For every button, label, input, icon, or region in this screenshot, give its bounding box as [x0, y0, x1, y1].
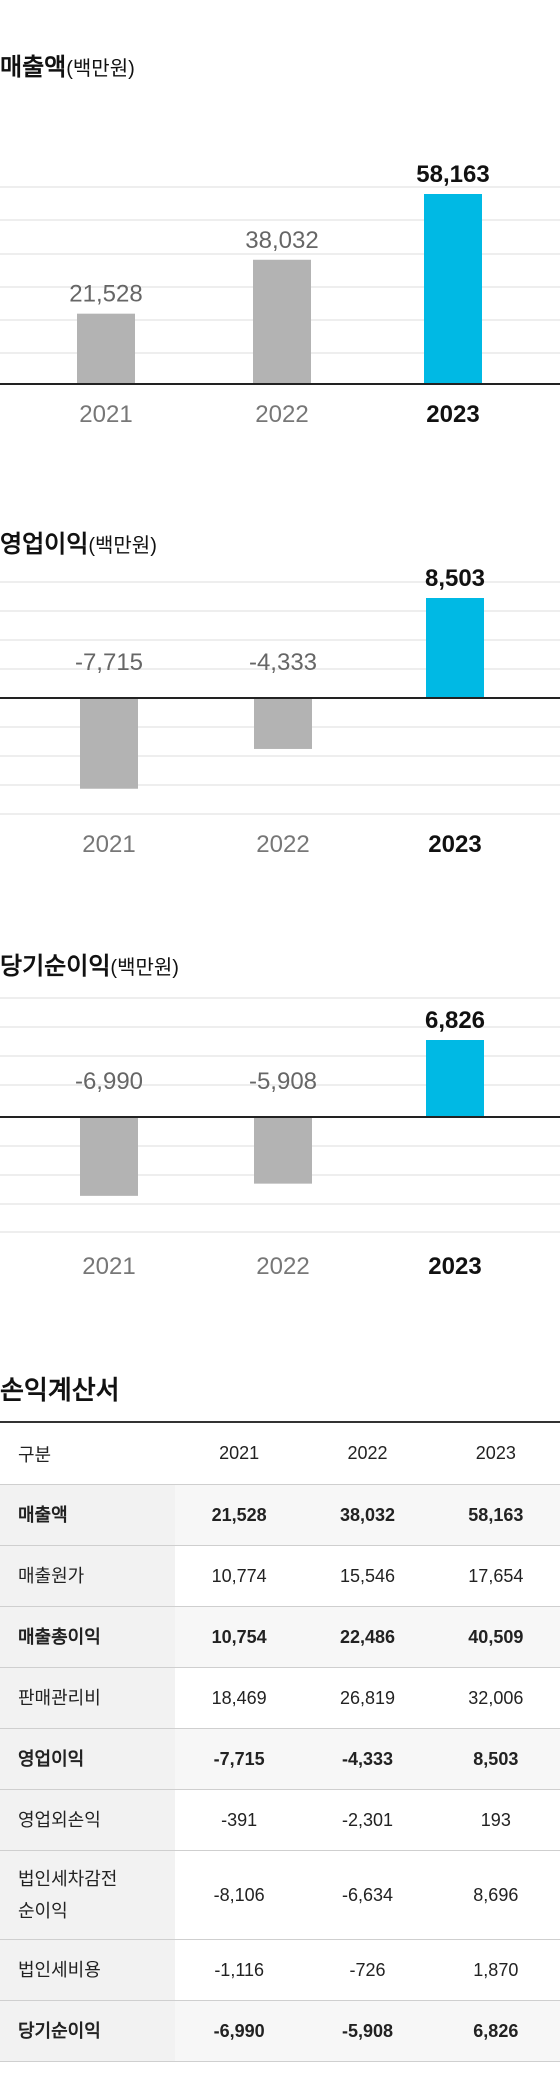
value-label-2023: 58,163: [416, 161, 489, 188]
row-value: -6,990: [175, 2000, 304, 2062]
header-2021: 2021: [175, 1422, 304, 1485]
table-header-row: 구분 2021 2022 2023: [0, 1422, 560, 1485]
income-statement-title: 손익계산서: [0, 1375, 120, 1405]
row-label: 영업외손익: [0, 1789, 175, 1851]
bar-2022: [254, 698, 312, 749]
row-value: 10,774: [175, 1545, 304, 1607]
header-2023: 2023: [431, 1422, 560, 1485]
table-row: 법인세차감전 순이익 -8,106 -6,634 8,696: [0, 1850, 560, 1940]
table-row: 영업외손익 -391 -2,301 193: [0, 1789, 560, 1851]
op-title-unit: (백만원): [88, 535, 157, 557]
row-value: -5,908: [303, 2000, 432, 2062]
row-label: 당기순이익: [0, 2000, 175, 2062]
row-value: 1,870: [431, 1939, 560, 2001]
row-label: 매출액: [0, 1484, 175, 1546]
row-value: -726: [303, 1939, 432, 2001]
row-value: -391: [175, 1789, 304, 1851]
row-value: -1,116: [175, 1939, 304, 2001]
bar-2022: [254, 1117, 312, 1184]
bar-2023: [426, 598, 484, 698]
row-value: 58,163: [431, 1484, 560, 1546]
op-title-text: 영업이익: [0, 531, 89, 558]
revenue-title-text: 매출액: [0, 54, 67, 81]
bar-2021: [80, 1117, 138, 1196]
row-value: -6,634: [303, 1850, 432, 1940]
income-statement-table: 구분 2021 2022 2023 매출액 21,528 38,032 58,1…: [0, 1421, 560, 2062]
row-value: 8,503: [431, 1728, 560, 1790]
operating-income-chart: -7,715 2021 -4,333 2022 8,503 2023: [0, 565, 560, 858]
value-label-2021: -7,715: [75, 649, 143, 676]
row-value: 40,509: [431, 1606, 560, 1668]
header-category: 구분: [0, 1422, 175, 1485]
row-value: 32,006: [431, 1667, 560, 1729]
table-row: 매출원가 10,774 15,546 17,654: [0, 1545, 560, 1607]
value-label-2021: -6,990: [75, 1068, 143, 1095]
value-label-2023: 8,503: [425, 565, 485, 592]
row-value: 8,696: [431, 1850, 560, 1940]
row-value: -2,301: [303, 1789, 432, 1851]
category-label-2021: 2021: [79, 401, 132, 428]
row-value: 18,469: [175, 1667, 304, 1729]
bar-2022: [253, 259, 311, 384]
row-value: 38,032: [303, 1484, 432, 1546]
table-row: 판매관리비 18,469 26,819 32,006: [0, 1667, 560, 1729]
value-label-2022: 38,032: [245, 227, 318, 254]
row-value: -8,106: [175, 1850, 304, 1940]
row-value: 193: [431, 1789, 560, 1851]
net-income-chart: -6,990 2021 -5,908 2022 6,826 2023: [0, 997, 560, 1280]
value-label-2022: -4,333: [249, 649, 317, 676]
value-label-2021: 21,528: [69, 281, 142, 308]
revenue-chart: 21,528 2021 38,032 2022 58,163 2023: [0, 161, 560, 428]
row-value: 6,826: [431, 2000, 560, 2062]
category-label-2023: 2023: [428, 831, 481, 858]
row-value: 15,546: [303, 1545, 432, 1607]
bar-2021: [80, 698, 138, 789]
net-income-chart-title: 당기순이익(백만원): [0, 946, 179, 981]
row-value: -4,333: [303, 1728, 432, 1790]
row-label: 영업이익: [0, 1728, 175, 1790]
row-label: 법인세차감전 순이익: [0, 1850, 175, 1940]
row-value: 22,486: [303, 1606, 432, 1668]
row-label: 판매관리비: [0, 1667, 175, 1729]
table-row: 법인세비용 -1,116 -726 1,870: [0, 1939, 560, 2001]
row-value: 26,819: [303, 1667, 432, 1729]
category-label-2021: 2021: [82, 831, 135, 858]
category-label-2021: 2021: [82, 1253, 135, 1280]
table-row: 매출총이익 10,754 22,486 40,509: [0, 1606, 560, 1668]
table-row: 당기순이익 -6,990 -5,908 6,826: [0, 2000, 560, 2062]
bar-2023: [424, 194, 482, 384]
header-2022: 2022: [303, 1422, 432, 1485]
table-row: 영업이익 -7,715 -4,333 8,503: [0, 1728, 560, 1790]
row-value: 10,754: [175, 1606, 304, 1668]
row-label: 매출총이익: [0, 1606, 175, 1668]
category-label-2022: 2022: [255, 401, 308, 428]
category-label-2023: 2023: [428, 1253, 481, 1280]
row-value: 21,528: [175, 1484, 304, 1546]
row-label: 법인세비용: [0, 1939, 175, 2001]
bar-2023: [426, 1040, 484, 1117]
net-title-text: 당기순이익: [0, 953, 111, 980]
value-label-2023: 6,826: [425, 1007, 485, 1034]
category-label-2023: 2023: [426, 401, 479, 428]
net-title-unit: (백만원): [110, 957, 179, 979]
row-label: 매출원가: [0, 1545, 175, 1607]
category-label-2022: 2022: [256, 831, 309, 858]
revenue-chart-title: 매출액(백만원): [0, 47, 135, 82]
revenue-title-unit: (백만원): [66, 58, 135, 80]
category-label-2022: 2022: [256, 1253, 309, 1280]
table-row: 매출액 21,528 38,032 58,163: [0, 1484, 560, 1546]
row-value: 17,654: [431, 1545, 560, 1607]
bar-2021: [77, 313, 135, 384]
row-value: -7,715: [175, 1728, 304, 1790]
value-label-2022: -5,908: [249, 1068, 317, 1095]
operating-income-chart-title: 영업이익(백만원): [0, 524, 157, 559]
